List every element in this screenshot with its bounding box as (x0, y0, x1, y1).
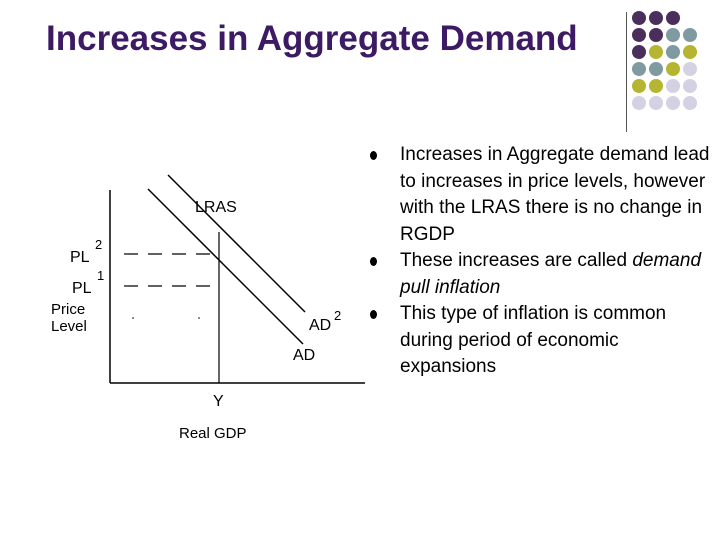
decorative-dot (683, 96, 697, 110)
pl1-superscript: 1 (97, 268, 104, 283)
bullet-dot-icon (370, 151, 377, 160)
bullet-dot-icon (370, 257, 377, 266)
bullet-dot-icon (370, 310, 377, 319)
decorative-dot (632, 62, 646, 76)
bullet-item: These increases are called demand pull i… (370, 248, 710, 301)
bullet-text: This type of inflation is common during … (400, 303, 667, 377)
bullet-list: Increases in Aggregate demand lead to in… (370, 142, 710, 381)
decorative-dot (649, 62, 663, 76)
ad2-curve (167, 174, 306, 313)
bullet-text: These increases are called demand pull i… (400, 250, 701, 298)
bullet-text-plain: These increases are called (400, 250, 633, 271)
ad2-superscript: 2 (334, 308, 341, 323)
decorative-dot (666, 28, 680, 42)
decorative-dot (649, 28, 663, 42)
bullet-item: This type of inflation is common during … (370, 301, 710, 381)
stray-dot (198, 317, 200, 319)
bullet-text: Increases in Aggregate demand lead to in… (400, 144, 710, 245)
y-axis-label: Level (51, 318, 87, 335)
decorative-dot (666, 11, 680, 25)
ad2-label: AD (309, 317, 331, 334)
y-tick-label: Y (213, 393, 224, 410)
ad-label: AD (293, 347, 315, 364)
slide-title: Increases in Aggregate Demand (46, 19, 578, 58)
pl2-superscript: 2 (95, 237, 102, 252)
decorative-dot (632, 45, 646, 59)
bullet-text-italic: demand pull inflation (400, 250, 702, 298)
stray-dot (132, 317, 134, 319)
y-axis-label: Price (51, 301, 85, 318)
decorative-dot (683, 28, 697, 42)
decorative-dot (683, 62, 697, 76)
decorative-dot (683, 45, 697, 59)
decorative-dot (666, 79, 680, 93)
lras-label: LRAS (195, 199, 237, 216)
decorative-dot (649, 45, 663, 59)
decorative-dot (649, 79, 663, 93)
decorative-dot (666, 45, 680, 59)
decorative-divider (626, 12, 627, 132)
ad-curve (147, 188, 304, 345)
decorative-dot (632, 79, 646, 93)
decorative-dot (632, 28, 646, 42)
pl1-label: PL (72, 280, 92, 297)
decorative-dot (666, 62, 680, 76)
decorative-dot (683, 79, 697, 93)
decorative-dot (649, 96, 663, 110)
x-axis-label: Real GDP (179, 425, 247, 442)
decorative-dot (649, 11, 663, 25)
decorative-dot (666, 96, 680, 110)
decorative-dot (632, 11, 646, 25)
pl2-label: PL (70, 249, 90, 266)
bullet-item: Increases in Aggregate demand lead to in… (370, 142, 710, 248)
decorative-dot (632, 96, 646, 110)
